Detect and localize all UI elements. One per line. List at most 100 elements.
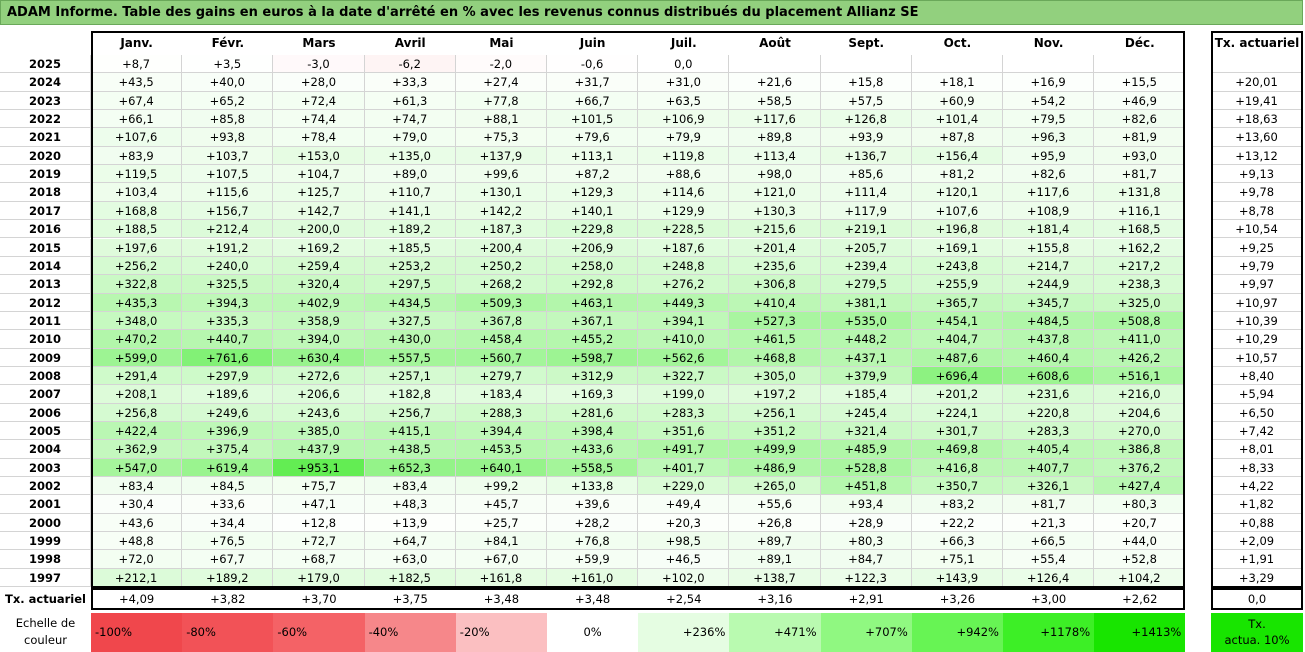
table-cell[interactable]: +394,1 [638, 311, 730, 331]
table-cell[interactable]: +255,9 [911, 275, 1003, 294]
table-cell[interactable]: +696,4 [911, 366, 1003, 386]
table-cell[interactable]: +256,2 [91, 256, 183, 276]
table-cell[interactable]: +79,9 [638, 128, 730, 147]
table-cell[interactable]: +119,5 [91, 165, 183, 184]
table-cell[interactable]: +598,7 [547, 348, 639, 367]
table-cell[interactable]: +345,7 [1003, 293, 1095, 312]
table-cell[interactable]: +557,5 [364, 348, 456, 367]
table-cell[interactable]: +320,4 [273, 275, 365, 294]
table-cell[interactable]: +107,6 [911, 201, 1003, 221]
table-cell[interactable]: +96,3 [1003, 128, 1095, 147]
table-cell[interactable]: +67,7 [182, 550, 274, 569]
table-cell[interactable]: +283,3 [1003, 422, 1095, 441]
table-cell[interactable]: +135,0 [364, 146, 456, 166]
table-cell[interactable]: +168,8 [91, 201, 183, 221]
table-cell[interactable]: +40,0 [182, 73, 274, 92]
table-cell[interactable]: +43,5 [91, 73, 183, 92]
table-cell[interactable]: +107,5 [182, 165, 274, 184]
table-cell[interactable]: +325,5 [182, 275, 274, 294]
table-cell[interactable]: +131,8 [1094, 183, 1186, 202]
table-cell[interactable]: +509,3 [455, 293, 547, 312]
table-cell[interactable]: +279,5 [820, 275, 912, 294]
table-cell[interactable]: +79,0 [364, 128, 456, 147]
table-cell[interactable]: +138,7 [729, 568, 821, 588]
table-cell[interactable]: +394,0 [273, 330, 365, 349]
table-cell[interactable]: +67,4 [91, 91, 183, 111]
table-cell[interactable]: +305,0 [729, 366, 821, 386]
table-cell[interactable]: +608,6 [1003, 366, 1095, 386]
table-cell[interactable]: +89,8 [729, 128, 821, 147]
table-cell[interactable]: +430,0 [364, 330, 456, 349]
table-cell[interactable]: +89,0 [364, 165, 456, 184]
table-cell[interactable]: +189,6 [182, 385, 274, 404]
table-cell[interactable]: +394,3 [182, 293, 274, 312]
table-cell[interactable]: +640,1 [455, 458, 547, 478]
table-cell[interactable]: +156,7 [182, 201, 274, 221]
table-cell[interactable]: +72,7 [273, 532, 365, 551]
table-cell[interactable]: +81,2 [911, 165, 1003, 184]
table-cell[interactable]: +404,7 [911, 330, 1003, 349]
table-cell[interactable]: +93,9 [820, 128, 912, 147]
table-cell[interactable]: +28,0 [273, 73, 365, 92]
table-cell[interactable]: +487,6 [911, 348, 1003, 367]
table-cell[interactable]: +201,4 [729, 238, 821, 257]
table-cell[interactable]: +283,3 [638, 403, 730, 422]
table-cell[interactable] [1094, 55, 1186, 74]
table-cell[interactable]: +85,8 [182, 110, 274, 129]
table-cell[interactable]: +126,4 [1003, 568, 1095, 588]
table-cell[interactable]: +240,0 [182, 256, 274, 276]
table-cell[interactable]: +265,0 [729, 477, 821, 496]
table-cell[interactable]: +326,1 [1003, 477, 1095, 496]
table-cell[interactable]: +64,7 [364, 532, 456, 551]
table-cell[interactable]: +276,2 [638, 275, 730, 294]
table-cell[interactable]: +208,1 [91, 385, 183, 404]
table-cell[interactable]: +28,2 [547, 513, 639, 533]
table-cell[interactable]: +437,8 [1003, 330, 1095, 349]
table-cell[interactable]: +77,8 [455, 91, 547, 111]
table-cell[interactable]: +103,4 [91, 183, 183, 202]
table-cell[interactable]: +358,9 [273, 311, 365, 331]
table-cell[interactable]: +107,6 [91, 128, 183, 147]
table-cell[interactable]: +558,5 [547, 458, 639, 478]
table-cell[interactable]: +410,4 [729, 293, 821, 312]
table-cell[interactable]: +426,2 [1094, 348, 1186, 367]
table-cell[interactable]: +455,2 [547, 330, 639, 349]
table-cell[interactable]: +26,8 [729, 513, 821, 533]
table-cell[interactable]: +140,1 [547, 201, 639, 221]
table-cell[interactable]: +81,7 [1003, 495, 1095, 514]
table-cell[interactable]: +398,4 [547, 422, 639, 441]
table-cell[interactable]: +122,3 [820, 568, 912, 588]
table-cell[interactable]: +182,8 [364, 385, 456, 404]
table-cell[interactable]: +25,7 [455, 513, 547, 533]
table-cell[interactable]: +130,1 [455, 183, 547, 202]
table-cell[interactable]: +250,2 [455, 256, 547, 276]
table-cell[interactable]: +101,5 [547, 110, 639, 129]
table-cell[interactable]: +199,0 [638, 385, 730, 404]
table-cell[interactable]: +114,6 [638, 183, 730, 202]
table-cell[interactable] [820, 55, 912, 74]
table-cell[interactable]: +54,2 [1003, 91, 1095, 111]
table-cell[interactable]: +279,7 [455, 366, 547, 386]
table-cell[interactable]: +197,2 [729, 385, 821, 404]
table-cell[interactable]: +168,5 [1094, 220, 1186, 239]
table-cell[interactable]: +427,4 [1094, 477, 1186, 496]
table-cell[interactable]: +87,2 [547, 165, 639, 184]
table-cell[interactable]: +82,6 [1094, 110, 1186, 129]
table-cell[interactable]: +33,6 [182, 495, 274, 514]
table-cell[interactable]: +212,1 [91, 568, 183, 588]
table-cell[interactable]: +83,2 [911, 495, 1003, 514]
table-cell[interactable]: +224,1 [911, 403, 1003, 422]
table-cell[interactable]: +88,6 [638, 165, 730, 184]
table-cell[interactable]: +12,8 [273, 513, 365, 533]
table-cell[interactable]: +485,9 [820, 440, 912, 459]
table-cell[interactable]: +197,6 [91, 238, 183, 257]
table-cell[interactable]: +460,4 [1003, 348, 1095, 367]
table-cell[interactable]: +104,2 [1094, 568, 1186, 588]
table-cell[interactable]: +161,8 [455, 568, 547, 588]
table-cell[interactable]: +253,2 [364, 256, 456, 276]
table-cell[interactable]: +63,0 [364, 550, 456, 569]
table-cell[interactable]: +187,6 [638, 238, 730, 257]
table-cell[interactable]: +115,6 [182, 183, 274, 202]
table-cell[interactable]: +125,7 [273, 183, 365, 202]
table-cell[interactable]: +58,5 [729, 91, 821, 111]
